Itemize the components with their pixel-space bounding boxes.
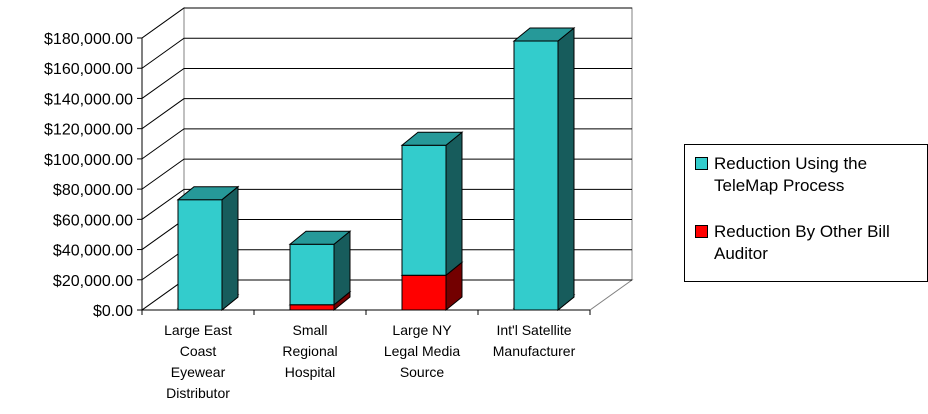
y-tick-label: $180,000.00 [44,31,133,48]
gridline [141,67,632,99]
y-tick-label: $120,000.00 [44,122,133,139]
x-tick-label: Int'l Satellite [496,322,571,338]
bar-telemap-front-0 [177,199,223,311]
bar-telemap-side-3 [557,26,575,312]
gridline [141,158,632,190]
gridline [141,188,632,220]
legend-label-other-auditor: Reduction By Other Bill Auditor [714,222,890,263]
gridline [141,37,632,69]
y-tick-label: $140,000.00 [44,91,133,108]
x-tick-label: Large NY [392,322,452,338]
x-tick-label: Distributor [166,385,230,401]
legend-item-telemap: Reduction Using the TeleMap Process [695,153,928,197]
gridline [141,7,632,39]
legend-swatch-other-auditor [695,225,708,238]
x-tick-label: Legal Media [384,343,460,359]
bar-other-auditor-front-1 [289,304,335,311]
bar-telemap-side-2 [445,131,463,277]
y-tick-label: $100,000.00 [44,152,133,169]
y-tick-label: $0.00 [93,303,133,320]
bar-telemap-top-0 [176,186,240,201]
y-tick-label: $60,000.00 [53,212,133,229]
gridline [141,98,632,130]
bar-telemap-top-2 [400,131,464,146]
bar-other-auditor-front-2 [401,274,447,311]
x-tick-label: Regional [282,343,337,359]
x-tick-label: Large East [164,322,232,338]
bar-telemap-front-1 [289,243,335,306]
bar-telemap-top-1 [288,230,352,245]
gridline [141,128,632,160]
legend-label-telemap: Reduction Using the TeleMap Process [714,154,868,195]
bar-telemap-top-3 [512,27,576,42]
x-tick-label: Coast [180,343,217,359]
bar-telemap-side-0 [221,185,239,312]
legend-item-other-auditor: Reduction By Other Bill Auditor [695,221,928,265]
y-tick-label: $160,000.00 [44,61,133,78]
chart-legend: Reduction Using the TeleMap Process Redu… [684,144,928,282]
bar-telemap-front-2 [401,144,447,276]
y-tick-label: $40,000.00 [53,243,133,260]
y-tick-label: $80,000.00 [53,182,133,199]
legend-swatch-telemap [695,157,708,170]
x-tick-label: Eyewear [171,364,226,380]
x-tick-label: Manufacturer [493,343,576,359]
y-tick-label: $20,000.00 [53,273,133,290]
x-tick-label: Source [400,364,445,380]
x-tick-label: Small [292,322,327,338]
x-tick-label: Hospital [285,364,336,380]
bar-telemap-front-3 [513,40,559,311]
